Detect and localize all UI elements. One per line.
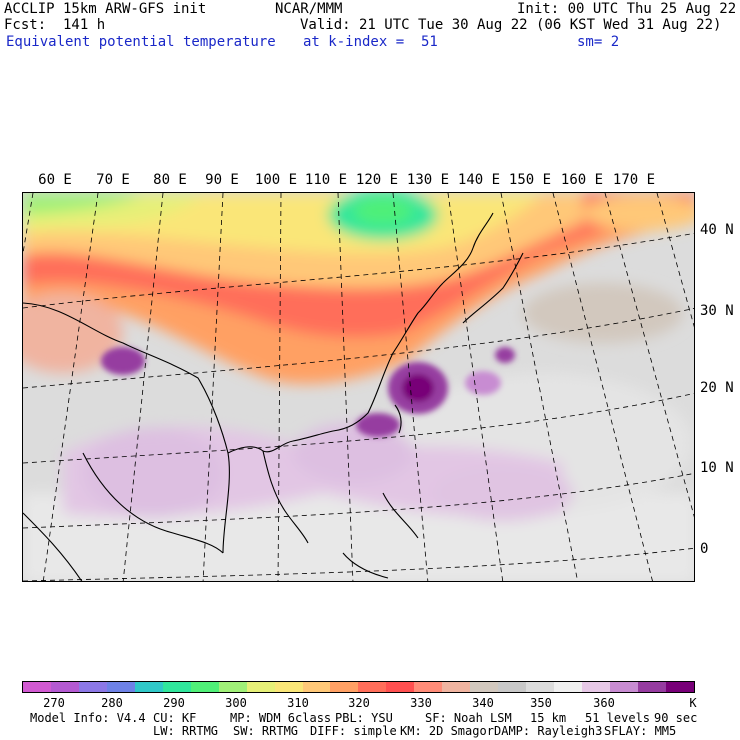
- theta-e-map: [22, 192, 695, 582]
- colorbar-swatch: [330, 682, 359, 692]
- org-label: NCAR/MMM: [275, 1, 343, 17]
- colorbar: [22, 681, 695, 693]
- lon-label: 90 E: [205, 172, 239, 188]
- colorbar-label: 350: [530, 696, 552, 710]
- colorbar-swatch: [498, 682, 527, 692]
- colorbar-swatch: [610, 682, 638, 692]
- lon-label: 110 E: [304, 172, 348, 188]
- km-option: KM: 2D Smagor: [400, 724, 494, 738]
- lon-label: 170 E: [612, 172, 656, 188]
- colorbar-swatch: [582, 682, 611, 692]
- colorbar-label: 280: [101, 696, 123, 710]
- colorbar-swatch: [470, 682, 499, 692]
- colorbar-label: 300: [225, 696, 247, 710]
- colorbar-swatch: [665, 682, 694, 692]
- forecast-hour: Fcst: 141 h: [4, 17, 106, 33]
- surface-scheme: SF: Noah LSM: [425, 711, 512, 725]
- lon-label: 130 E: [406, 172, 450, 188]
- pbl-scheme: PBL: YSU: [335, 711, 393, 725]
- colorbar-swatch: [442, 682, 471, 692]
- init-time: Init: 00 UTC Thu 25 Aug 22: [517, 1, 737, 17]
- grid-spacing: 15 km: [530, 711, 567, 725]
- lon-label: 160 E: [560, 172, 604, 188]
- damping-option: DAMP: Rayleigh3: [494, 724, 603, 738]
- microphysics-scheme: MP: WDM 6class: [230, 711, 332, 725]
- longwave-scheme: LW: RRTMG: [153, 724, 219, 738]
- map-canvas: [23, 193, 694, 581]
- diffusion-option: DIFF: simple: [310, 724, 397, 738]
- lon-label: 100 E: [254, 172, 298, 188]
- lon-label: 150 E: [508, 172, 552, 188]
- lon-label: 120 E: [355, 172, 399, 188]
- lon-label: 60 E: [38, 172, 72, 188]
- field-name: Equivalent potential temperature: [6, 34, 276, 50]
- colorbar-label: 270: [43, 696, 65, 710]
- colorbar-label: 360: [593, 696, 615, 710]
- colorbar-swatch: [162, 682, 191, 692]
- shaded-field: [23, 193, 694, 581]
- colorbar-swatch: [246, 682, 275, 692]
- colorbar-swatch: [134, 682, 163, 692]
- colorbar-label: 330: [410, 696, 432, 710]
- colorbar-swatch: [302, 682, 331, 692]
- model-info: Model Info: V4.4: [30, 711, 146, 725]
- lat-label: 0: [700, 541, 709, 557]
- colorbar-swatch: [190, 682, 219, 692]
- lon-label: 80 E: [153, 172, 187, 188]
- colorbar-swatch: [554, 682, 583, 692]
- colorbar-swatch: [358, 682, 387, 692]
- colorbar-swatch: [106, 682, 135, 692]
- lat-label: 40 N: [700, 222, 734, 238]
- colorbar-swatch: [274, 682, 303, 692]
- lon-label: 140 E: [457, 172, 501, 188]
- shortwave-scheme: SW: RRTMG: [233, 724, 299, 738]
- colorbar-swatch: [78, 682, 107, 692]
- colorbar-label: 320: [348, 696, 370, 710]
- surface-layer-scheme: SFLAY: MM5: [604, 724, 677, 738]
- colorbar-label: 290: [163, 696, 185, 710]
- colorbar-swatch: [414, 682, 443, 692]
- colorbar-swatch: [23, 682, 51, 692]
- colorbar-swatch: [637, 682, 666, 692]
- smoothing-value: sm= 2: [577, 34, 620, 50]
- colorbar-unit: K: [689, 696, 697, 710]
- colorbar-label: 340: [472, 696, 494, 710]
- colorbar-swatch: [386, 682, 415, 692]
- purple-cores: [101, 347, 515, 437]
- model-title: ACCLIP 15km ARW-GFS init: [4, 1, 207, 17]
- lat-label: 10 N: [700, 460, 734, 476]
- time-step: 90 sec: [654, 711, 698, 725]
- colorbar-swatch: [526, 682, 555, 692]
- colorbar-swatch: [50, 682, 79, 692]
- valid-time: Valid: 21 UTC Tue 30 Aug 22 (06 KST Wed …: [300, 17, 722, 33]
- lat-label: 30 N: [700, 303, 734, 319]
- cumulus-scheme: CU: KF: [153, 711, 197, 725]
- graticule: [23, 193, 694, 581]
- colorbar-swatch: [218, 682, 247, 692]
- coastlines: [23, 212, 524, 581]
- vertical-levels: 51 levels: [585, 711, 651, 725]
- level-index: at k-index = 51: [303, 34, 438, 50]
- colorbar-label: 310: [287, 696, 309, 710]
- lat-label: 20 N: [700, 380, 734, 396]
- lon-label: 70 E: [96, 172, 130, 188]
